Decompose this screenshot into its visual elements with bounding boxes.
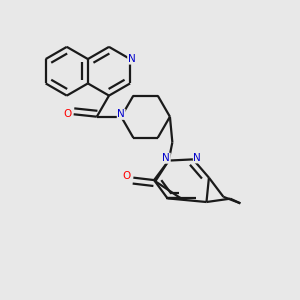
Text: O: O <box>64 109 72 119</box>
Text: N: N <box>128 54 136 64</box>
Text: N: N <box>163 153 170 163</box>
Text: O: O <box>123 171 131 181</box>
Text: N: N <box>194 153 201 163</box>
Text: N: N <box>117 109 125 119</box>
